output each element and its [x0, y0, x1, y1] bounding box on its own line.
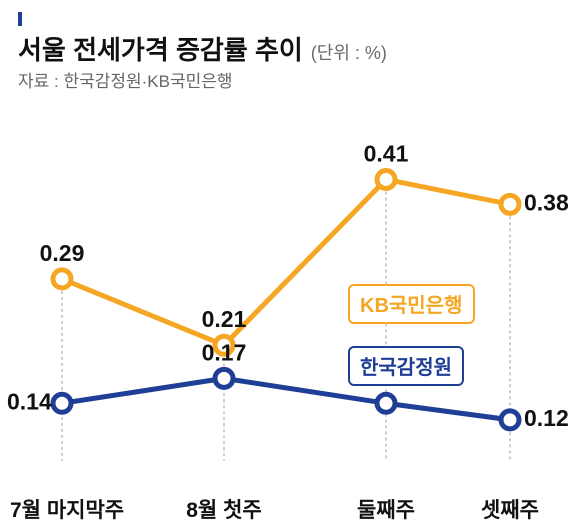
x-axis-label: 8월 첫주 — [154, 494, 294, 524]
x-axis-label: 셋째주 — [450, 494, 570, 524]
chart-area: 0.290.210.410.380.140.170.140.12 7월 마지막주… — [0, 98, 570, 498]
value-label: 0.21 — [202, 306, 247, 332]
x-axis-label: 7월 마지막주 — [10, 494, 160, 524]
legend-kb: KB국민은행 — [348, 284, 475, 324]
value-label: 0.17 — [202, 339, 247, 365]
value-label: 0.29 — [40, 240, 85, 266]
chart-svg: 0.290.210.410.380.140.170.140.12 — [0, 98, 570, 498]
title-row: 서울 전세가격 증감률 추이 (단위 : %) — [0, 30, 570, 67]
value-label: 0.41 — [364, 140, 409, 166]
x-axis-label: 둘째주 — [316, 494, 456, 524]
chart-source: 자료 : 한국감정원·KB국민은행 — [0, 67, 570, 92]
value-label: 0.38 — [524, 189, 569, 215]
chart-title: 서울 전세가격 증감률 추이 — [18, 30, 303, 67]
value-label: 0.14 — [7, 388, 52, 414]
value-label: 0.12 — [524, 405, 569, 431]
chart-unit: (단위 : %) — [311, 39, 387, 65]
accent-bar — [18, 12, 22, 26]
legend-kab: 한국감정원 — [348, 346, 464, 386]
